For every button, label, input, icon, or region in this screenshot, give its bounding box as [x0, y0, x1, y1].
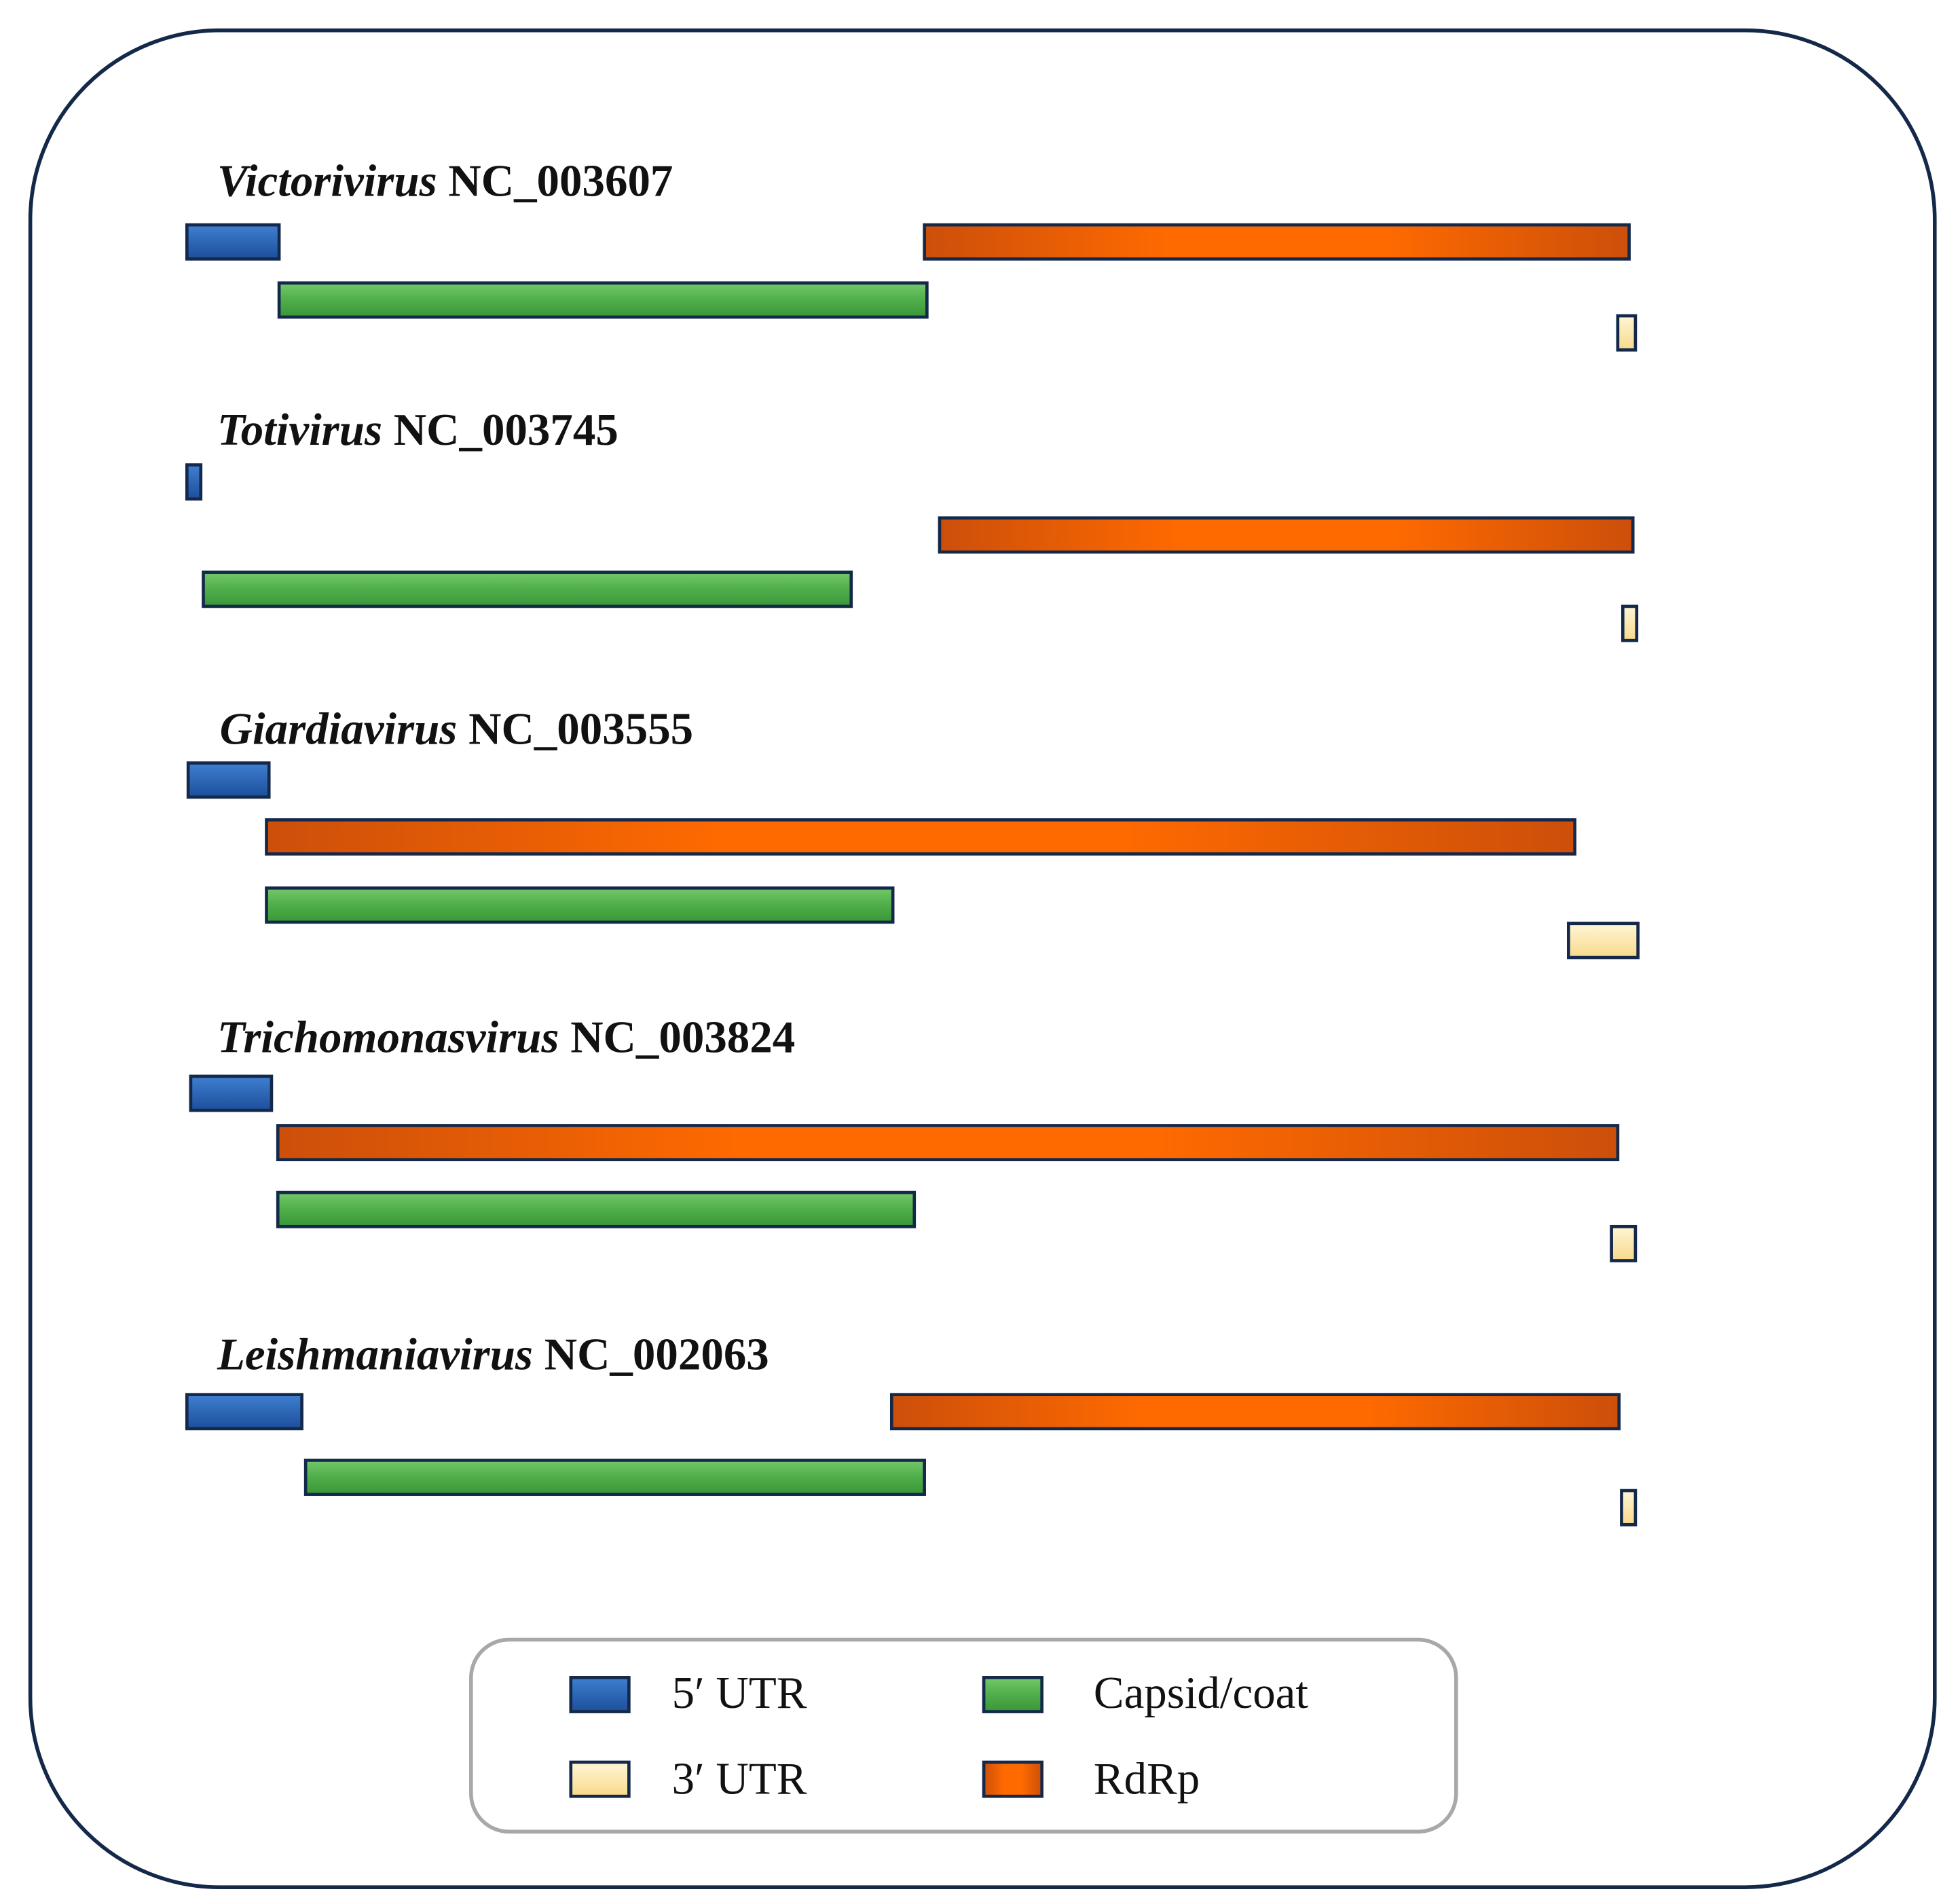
legend-swatch	[982, 1760, 1043, 1798]
legend-swatch	[569, 1760, 631, 1798]
capsid-bar	[265, 886, 895, 924]
utr5-bar	[189, 1074, 274, 1112]
legend-box	[469, 1637, 1458, 1834]
utr5-bar	[185, 463, 203, 501]
genome-title: Giardiavirus NC_003555	[220, 704, 694, 754]
capsid-bar	[303, 1459, 926, 1496]
utr5-bar	[185, 1393, 303, 1431]
genome-title: Trichomonasvirus NC_003824	[217, 1012, 795, 1063]
capsid-bar	[276, 1190, 917, 1228]
genome-title: Totivirus NC_003745	[217, 405, 618, 455]
legend-label: 5′ UTR	[672, 1668, 807, 1718]
genus-name: Totivirus	[217, 405, 382, 455]
accession: NC_003555	[468, 704, 693, 754]
genus-name: Giardiavirus	[220, 704, 458, 754]
accession: NC_003824	[570, 1012, 795, 1063]
legend-label: Capsid/coat	[1094, 1668, 1308, 1718]
utr3-bar	[1620, 1489, 1638, 1527]
legend-label: 3′ UTR	[672, 1753, 807, 1804]
legend-swatch	[569, 1676, 631, 1713]
utr5-bar	[185, 223, 281, 261]
rdrp-bar	[276, 1124, 1620, 1162]
genus-name: Victorivirus	[217, 156, 437, 206]
genus-name: Leishmaniavirus	[217, 1329, 533, 1379]
utr5-bar	[186, 761, 271, 799]
legend-label: RdRp	[1094, 1753, 1200, 1804]
utr3-bar	[1621, 604, 1639, 642]
accession: NC_003745	[394, 405, 618, 455]
rdrp-bar	[265, 818, 1576, 856]
utr3-bar	[1610, 1224, 1638, 1262]
rdrp-bar	[938, 516, 1635, 554]
rdrp-bar	[889, 1393, 1621, 1431]
legend-swatch	[982, 1676, 1043, 1713]
genus-name: Trichomonasvirus	[217, 1012, 559, 1063]
capsid-bar	[202, 570, 853, 608]
utr3-bar	[1616, 314, 1638, 352]
accession: NC_002063	[544, 1329, 769, 1379]
capsid-bar	[277, 281, 929, 319]
genome-title: Victorivirus NC_003607	[217, 156, 673, 206]
rdrp-bar	[923, 223, 1631, 261]
utr3-bar	[1567, 921, 1640, 960]
accession: NC_003607	[448, 156, 673, 206]
genome-title: Leishmaniavirus NC_002063	[217, 1329, 769, 1379]
